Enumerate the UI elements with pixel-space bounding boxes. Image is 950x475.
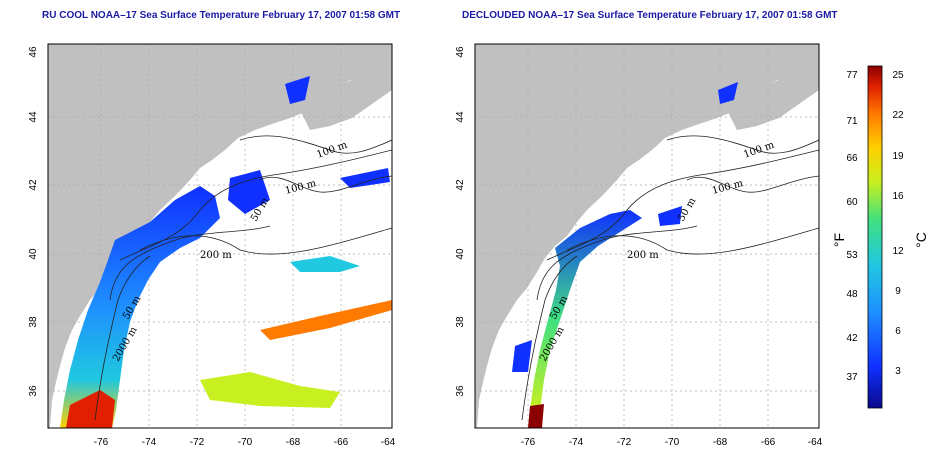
lat-tick: 40 xyxy=(455,248,466,260)
cold-patch-georges xyxy=(228,170,270,214)
right-lat-ticks: 46 44 42 40 38 36 xyxy=(455,46,466,397)
warm-filament xyxy=(260,300,392,340)
lat-tick: 38 xyxy=(28,316,39,328)
lat-tick: 38 xyxy=(455,316,466,328)
left-panel-title: RU COOL NOAA–17 Sea Surface Temperature … xyxy=(42,10,401,21)
lat-tick: 46 xyxy=(28,46,39,58)
cold-patch-south xyxy=(512,340,532,372)
lat-tick: 42 xyxy=(455,179,466,191)
contour-label-200m: 200 m xyxy=(627,250,659,261)
cold-patch-north xyxy=(285,76,310,104)
nova-scotia xyxy=(727,68,819,130)
lat-tick: 44 xyxy=(455,111,466,123)
temperature-colorbar: 77 71 66 60 53 48 42 37 25 22 19 16 12 9… xyxy=(831,65,929,409)
lon-tick: -66 xyxy=(334,437,349,448)
lon-tick: -64 xyxy=(381,437,396,448)
contour-label-200m: 200 m xyxy=(200,250,232,261)
lon-tick: -76 xyxy=(94,437,109,448)
left-map-panel: 100 m 100 m 50 m 200 m 50 m 2000 m 46 44… xyxy=(28,43,396,448)
right-panel-title: DECLOUDED NOAA–17 Sea Surface Temperatur… xyxy=(462,10,838,21)
lon-tick: -70 xyxy=(238,437,253,448)
land-mass xyxy=(475,44,819,428)
sst-shelf-band xyxy=(530,210,642,410)
lat-tick: 36 xyxy=(28,385,39,397)
cold-patch-north xyxy=(718,82,738,104)
gulf-stream-eddies xyxy=(200,372,340,408)
celsius-tick: 9 xyxy=(895,286,901,297)
fahrenheit-ticks: 77 71 66 60 53 48 42 37 xyxy=(846,70,858,383)
lon-tick: -76 xyxy=(521,437,536,448)
lat-tick: 44 xyxy=(28,111,39,123)
lon-tick: -64 xyxy=(808,437,823,448)
mid-slope-patch xyxy=(290,256,360,272)
warm-water-patch xyxy=(528,404,544,428)
celsius-tick: 3 xyxy=(895,366,901,377)
lon-tick: -74 xyxy=(569,437,584,448)
lon-tick: -70 xyxy=(665,437,680,448)
celsius-ticks: 25 22 19 16 12 9 6 3 xyxy=(892,70,904,377)
celsius-tick: 19 xyxy=(892,151,904,162)
fahrenheit-tick: 77 xyxy=(846,70,858,81)
fahrenheit-tick: 42 xyxy=(846,333,858,344)
left-lon-ticks: -76 -74 -72 -70 -68 -66 -64 xyxy=(94,437,396,448)
lon-tick: -66 xyxy=(761,437,776,448)
fahrenheit-tick: 66 xyxy=(846,153,858,164)
celsius-tick: 25 xyxy=(892,70,904,81)
warm-water-patch xyxy=(66,390,115,428)
fahrenheit-tick: 60 xyxy=(846,197,858,208)
fahrenheit-tick: 53 xyxy=(846,250,858,261)
lon-tick: -68 xyxy=(713,437,728,448)
fahrenheit-unit-label: °F xyxy=(831,233,847,247)
right-map-panel: 100 m 100 m 50 m 200 m 50 m 2000 m 46 44… xyxy=(455,43,823,448)
lon-tick: -74 xyxy=(142,437,157,448)
lat-tick: 42 xyxy=(28,179,39,191)
celsius-tick: 16 xyxy=(892,191,904,202)
nova-scotia xyxy=(300,68,392,130)
lat-tick: 40 xyxy=(28,248,39,260)
cold-patch-georges xyxy=(658,206,682,226)
celsius-unit-label: °C xyxy=(913,232,929,248)
fahrenheit-tick: 37 xyxy=(846,372,858,383)
fahrenheit-tick: 71 xyxy=(846,116,858,127)
land-mass xyxy=(48,44,392,428)
lat-tick: 36 xyxy=(455,385,466,397)
cold-patch-east xyxy=(340,168,390,188)
celsius-tick: 6 xyxy=(895,326,901,337)
celsius-tick: 22 xyxy=(892,110,904,121)
celsius-tick: 12 xyxy=(892,246,904,257)
lon-tick: -72 xyxy=(617,437,632,448)
lon-tick: -72 xyxy=(190,437,205,448)
right-lon-ticks: -76 -74 -72 -70 -68 -66 -64 xyxy=(521,437,823,448)
lon-tick: -68 xyxy=(286,437,301,448)
colorbar-gradient xyxy=(867,65,883,409)
lat-tick: 46 xyxy=(455,46,466,58)
fahrenheit-tick: 48 xyxy=(846,289,858,300)
sst-shelf-band xyxy=(60,186,220,428)
left-lat-ticks: 46 44 42 40 38 36 xyxy=(28,46,39,397)
